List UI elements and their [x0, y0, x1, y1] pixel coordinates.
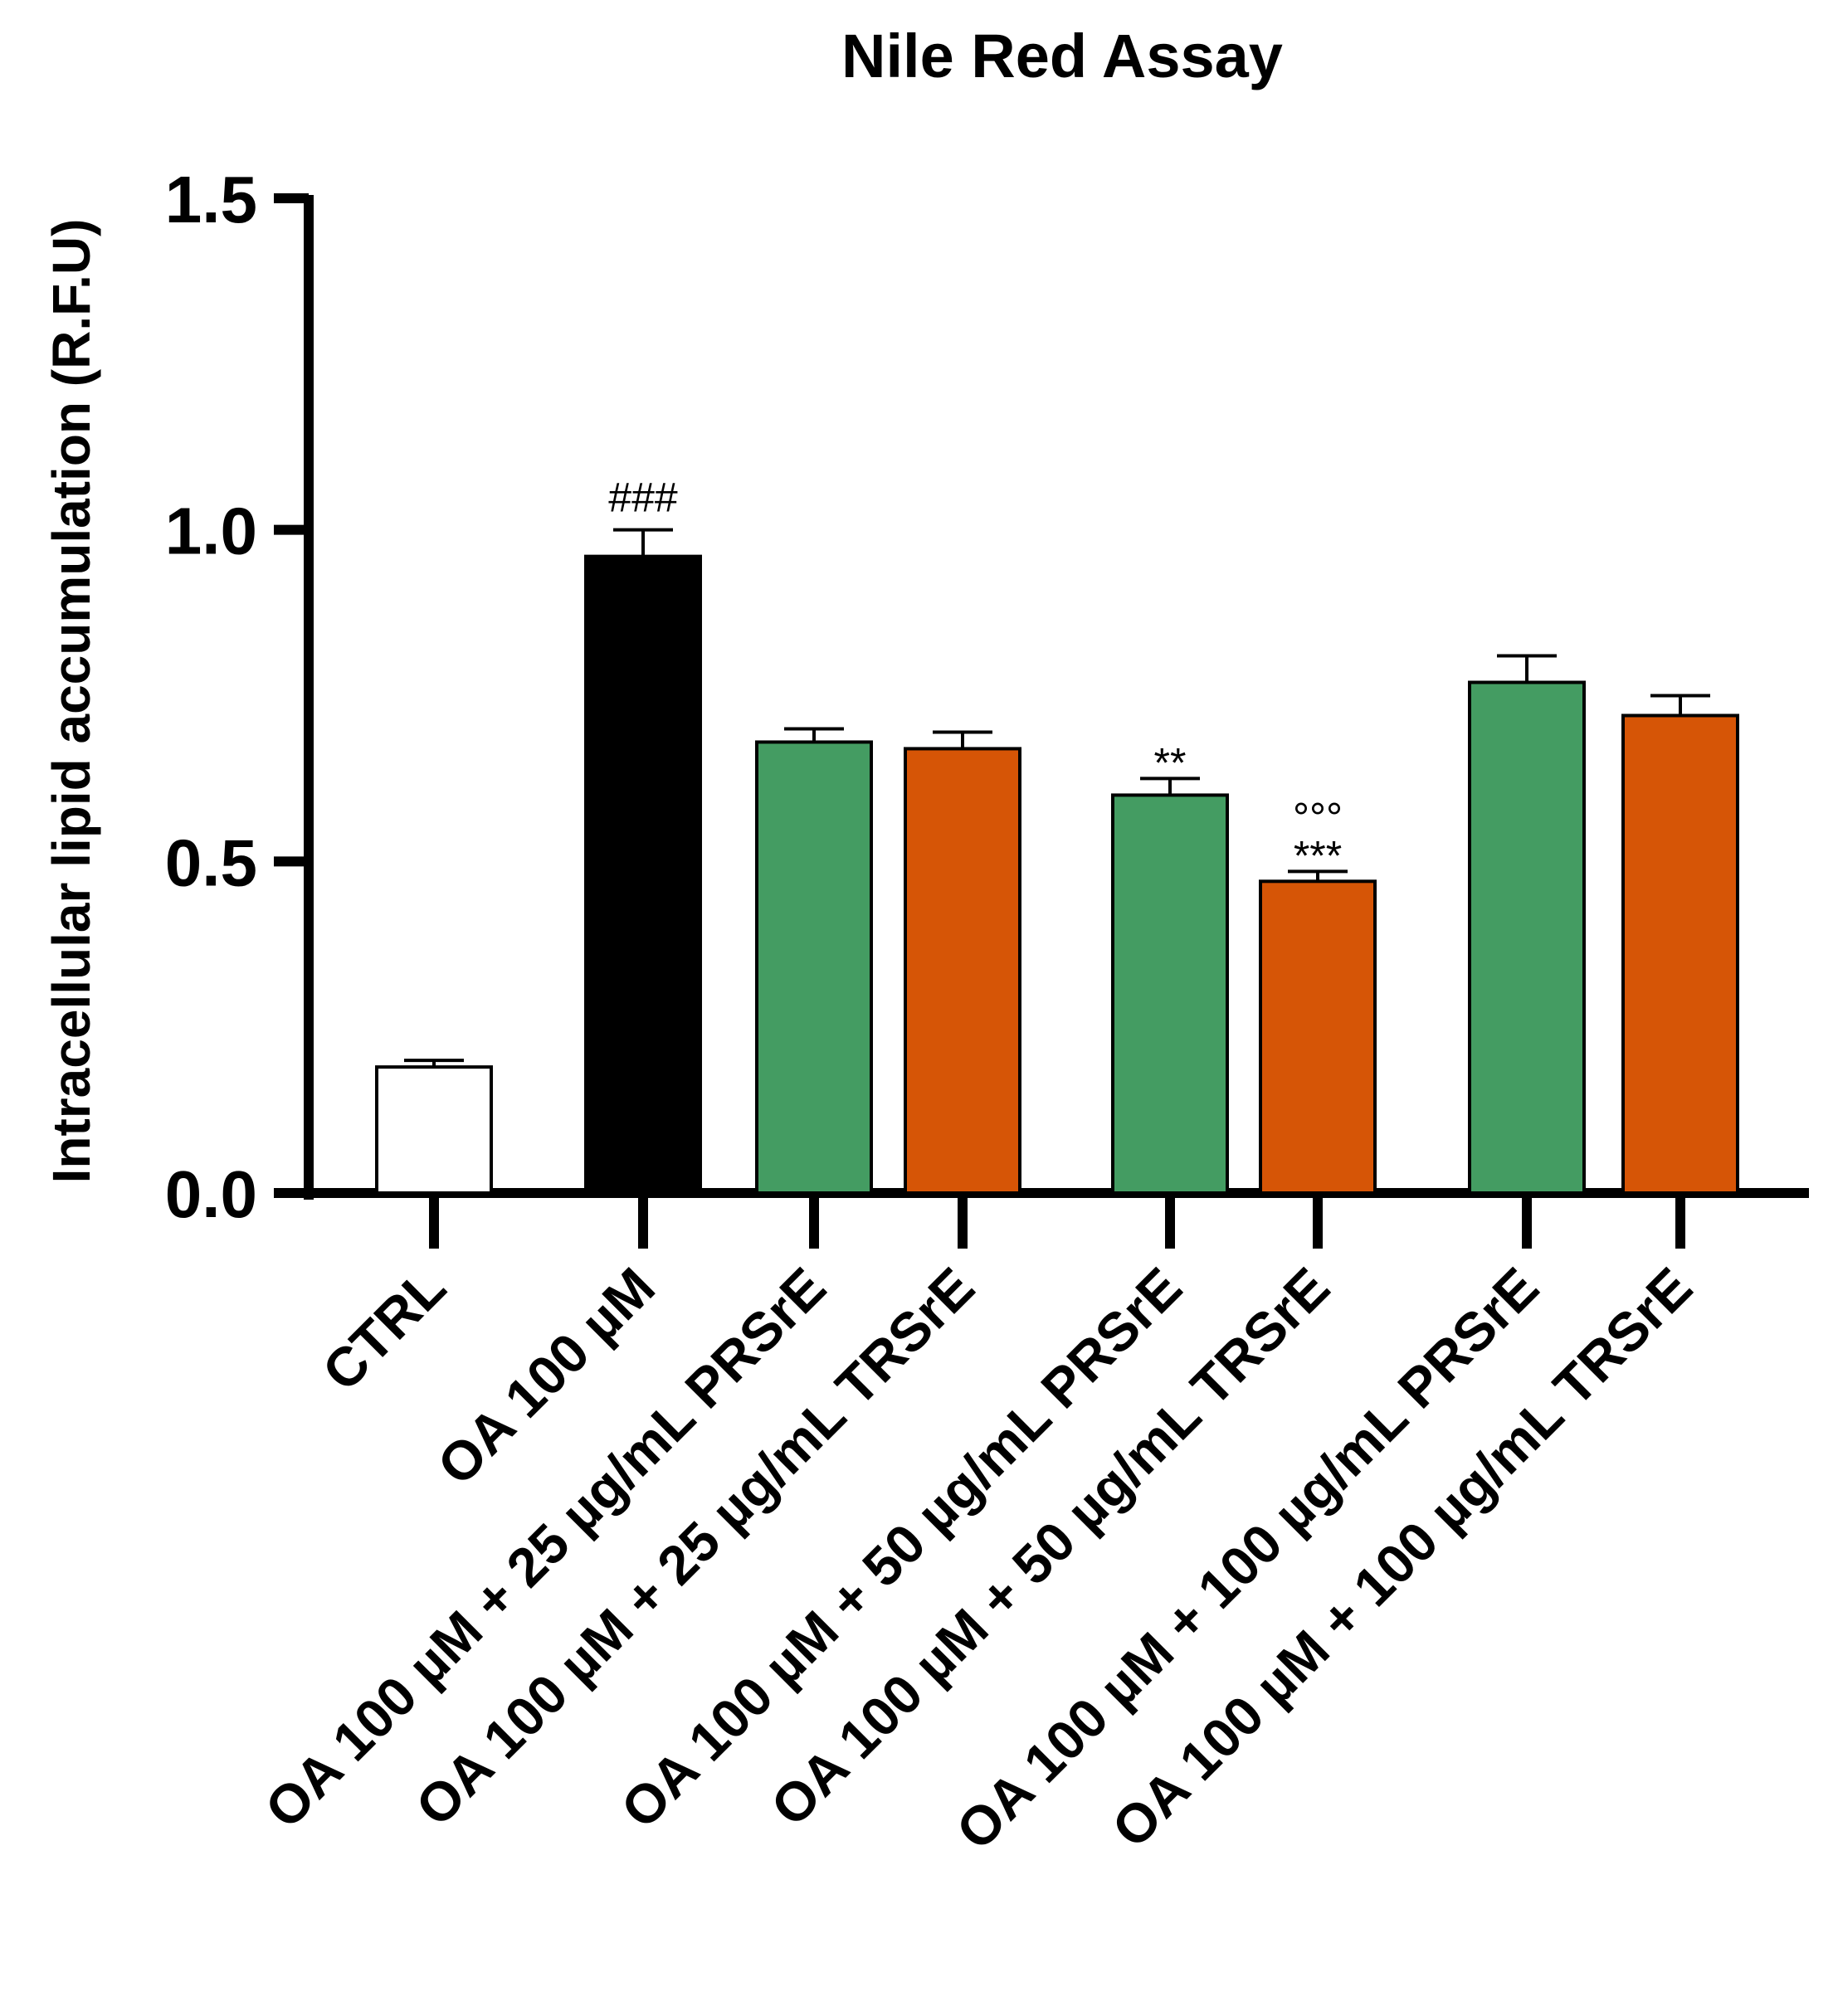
significance-marker: ### — [608, 475, 678, 521]
chart-title: Nile Red Assay — [841, 22, 1283, 90]
bar — [1259, 879, 1377, 1195]
significance-marker: *** — [1294, 832, 1342, 879]
bar — [1621, 713, 1739, 1195]
y-tick-label: 1.5 — [165, 163, 257, 236]
x-tick-label: OA 100 µM + 100 µg/mL TRSrE — [1100, 1256, 1704, 1859]
bars-group — [375, 528, 1739, 1195]
y-tick-label: 0.0 — [165, 1157, 257, 1231]
y-tick-label: 1.0 — [165, 494, 257, 568]
significance-marker-secondary: °°° — [1293, 794, 1343, 840]
y-tick-label: 0.5 — [165, 825, 257, 899]
significance-marker: ** — [1154, 739, 1187, 786]
bar — [584, 554, 702, 1195]
bar — [1468, 680, 1586, 1195]
x-axis — [304, 1188, 1809, 1249]
bar — [904, 747, 1021, 1195]
y-axis-label: Intracellular lipid accumulation (R.F.U) — [41, 219, 101, 1184]
bar — [375, 1065, 493, 1195]
bar — [1111, 793, 1229, 1195]
bar — [755, 740, 873, 1195]
y-axis: 0.0 0.5 1.0 1.5 — [165, 163, 314, 1231]
x-tick-label: CTRL — [310, 1256, 457, 1403]
annotations-group: ###*****°°° — [608, 475, 1343, 879]
